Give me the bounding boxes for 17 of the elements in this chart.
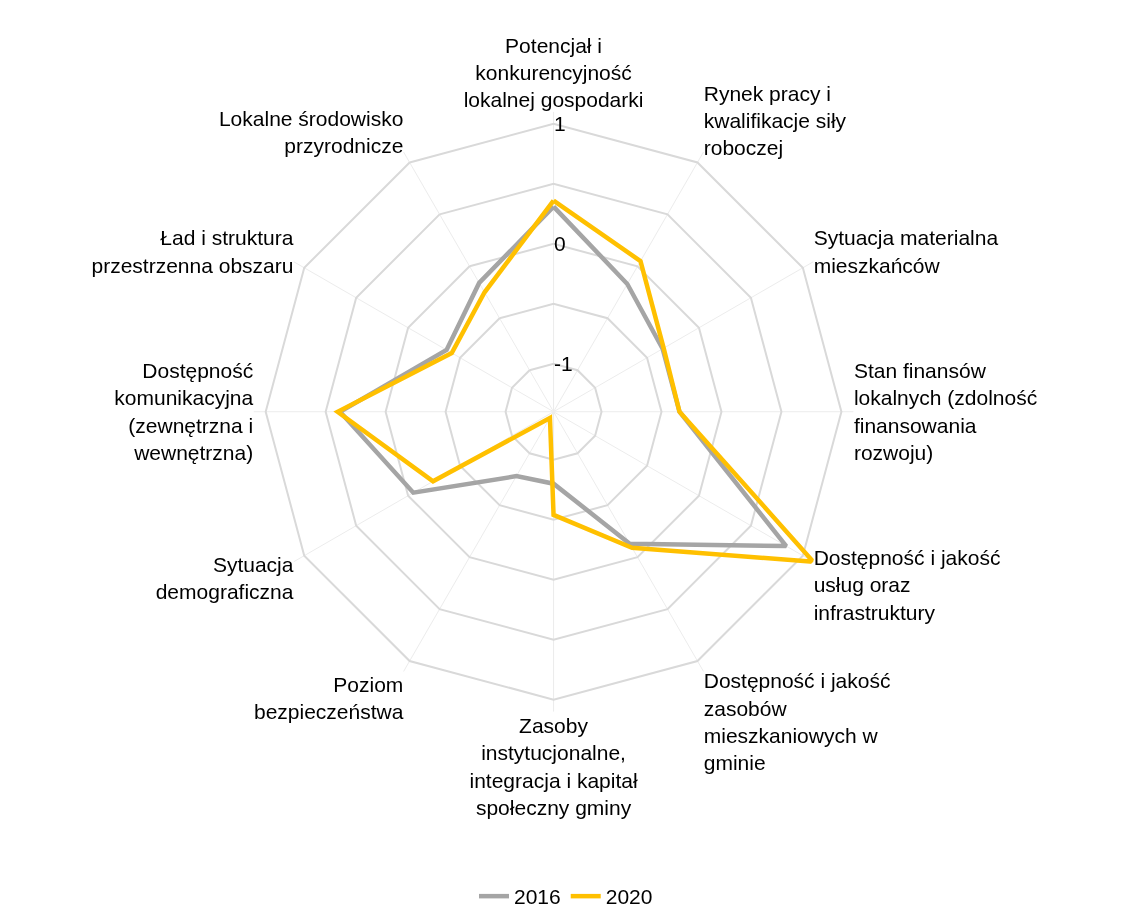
- spoke-label: Ład i struktura przestrzenna obszaru: [91, 226, 294, 277]
- spoke-label: Potencjał i konkurencyjność lokalnej gospodarki: [463, 33, 644, 112]
- spoke-label: Zasoby instytucjonalne, integracja i kapitał społeczny gminy: [469, 714, 638, 819]
- spoke-label: Rynek pracy i kwalifikacje siły roboczej: [703, 81, 847, 160]
- legend-label: 2016: [514, 885, 561, 909]
- y-tick-label: -1: [554, 351, 573, 375]
- spoke-label: Sytuacja materialna mieszkańców: [813, 226, 999, 277]
- spoke-label: Dostępność komunikacyjna (zewnętrzna i wewnętrzna): [114, 359, 254, 465]
- spoke-label: Sytuacja demograficzna: [155, 552, 294, 604]
- legend-label: 2020: [605, 885, 653, 909]
- spoke-label: Stan finansów lokalnych (zdolność finansowania rozwoju): [853, 359, 1038, 465]
- y-tick-label: 1: [554, 111, 566, 135]
- spoke-label: Dostępność i jakość zasobów mieszkaniowych w gminie: [703, 669, 891, 775]
- spoke-label: Dostępność i jakość usług oraz infrastruktury: [813, 546, 1001, 624]
- y-tick-label: 0: [554, 231, 566, 255]
- spoke-label: Poziom bezpieczeństwa: [253, 672, 404, 724]
- spoke-label: Lokalne środowisko przyrodnicze: [218, 107, 404, 158]
